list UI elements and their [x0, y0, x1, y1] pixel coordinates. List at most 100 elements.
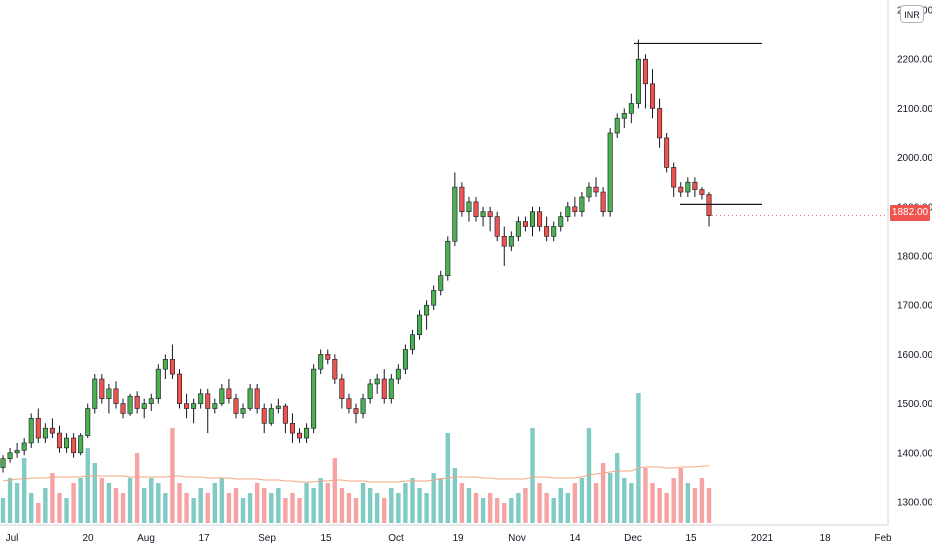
candle [282, 403, 288, 434]
time-axis[interactable]: Jul 20 Aug 17 Sep 15 Oct 19 Nov 14 Dec 15 2021 18 Feb [6, 533, 892, 544]
candle [7, 447, 13, 463]
candle [64, 433, 70, 453]
horizontal-levels[interactable] [634, 42, 888, 217]
volume-bar [664, 493, 669, 523]
candle-body-up [565, 206, 571, 217]
candle-body-down [233, 398, 239, 414]
volume-bar [537, 483, 542, 523]
candle-body-up [424, 304, 430, 316]
candle [268, 403, 274, 426]
candle-body-up [148, 398, 154, 404]
volume-bar [64, 498, 69, 523]
candle [113, 381, 119, 409]
volume-bar [396, 493, 401, 523]
candle-body-down [671, 167, 677, 188]
volume-bar [452, 468, 458, 523]
volume-bar [156, 483, 161, 523]
candle-body-down [332, 359, 338, 380]
volume-bar [325, 483, 330, 523]
candle-body-down [71, 437, 77, 454]
candle [169, 344, 175, 379]
candle-body-down [678, 186, 684, 193]
volume-bar [50, 473, 55, 523]
candle [642, 54, 648, 109]
x-tick-label: 17 [198, 533, 210, 544]
candle-body-up [388, 378, 394, 399]
candle-body-up [198, 393, 204, 404]
candle-body-up [162, 359, 168, 370]
candle-body-up [614, 117, 620, 134]
candle-body-up [360, 398, 366, 414]
candle [148, 393, 154, 411]
candle-body-up [7, 452, 13, 459]
candle-body-up [438, 275, 444, 291]
volume-bar [438, 478, 443, 523]
y-tick-label: 2000.00 [897, 153, 932, 164]
candle-body-down [346, 398, 352, 409]
candle [579, 192, 585, 217]
candle [699, 187, 705, 200]
y-tick-label: 1300.00 [897, 498, 932, 509]
candle-body-up [85, 408, 91, 436]
y-tick-label: 1500.00 [897, 399, 932, 410]
volume-bar [600, 463, 606, 523]
candle [311, 364, 317, 434]
volume-bar [283, 498, 288, 523]
candle-body-up [247, 388, 253, 409]
volume-bar [459, 483, 465, 523]
x-tick-label: Oct [388, 533, 404, 544]
candle [155, 364, 161, 404]
volume-bar [247, 493, 253, 523]
volume-bar [43, 488, 48, 523]
candle [240, 403, 246, 419]
candle [71, 433, 77, 458]
volume-bar [120, 493, 126, 523]
candle-body-down [177, 373, 183, 404]
currency-label[interactable]: INR [900, 5, 924, 23]
candle [233, 393, 239, 419]
candle [487, 206, 493, 232]
candle-body-down [35, 418, 41, 439]
volume-bar [353, 498, 359, 523]
y-tick-label: 2200.00 [897, 55, 932, 66]
candle [515, 216, 521, 242]
price-axis[interactable]: 1300.00 1400.00 1500.00 1600.00 1700.00 1800.… [897, 6, 932, 509]
candle [544, 216, 550, 242]
candle [198, 388, 204, 409]
candle [35, 408, 41, 443]
volume-bar [92, 463, 97, 523]
candle [395, 364, 401, 384]
y-tick-label: 1700.00 [897, 301, 932, 312]
candle-body-up [212, 403, 218, 409]
candle-body-down [169, 359, 175, 375]
candle [551, 221, 557, 242]
candle [0, 455, 6, 473]
candle-body-up [106, 388, 112, 399]
volume-bar [615, 453, 620, 523]
candle [78, 433, 84, 456]
volume-bar [106, 483, 112, 523]
candle [297, 428, 303, 443]
candle [438, 270, 444, 296]
candle-body-up [240, 408, 246, 414]
candle [657, 98, 663, 148]
volume-bar [607, 473, 613, 523]
volume-bar [134, 453, 140, 523]
volume-bar [339, 488, 345, 523]
candle-body-down [600, 191, 606, 213]
volume-bar [699, 478, 705, 523]
candle [212, 398, 218, 414]
candle [247, 383, 253, 411]
y-tick-label: 1600.00 [897, 350, 932, 361]
candle-body-down [706, 194, 712, 216]
candle-body-down [226, 388, 232, 399]
candle-body-up [529, 211, 535, 227]
candle-body-down [56, 432, 62, 449]
candle-body-up [508, 236, 514, 247]
x-tick-label: Dec [624, 533, 642, 544]
candle-body-down [487, 211, 493, 217]
candle-body-up [431, 290, 437, 306]
candle-body-up [685, 181, 691, 193]
volume-bar [332, 458, 338, 523]
